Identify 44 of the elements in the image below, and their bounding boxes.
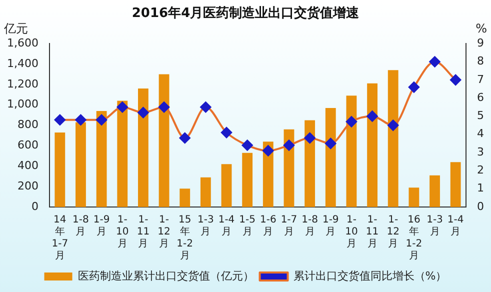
y2-tick-label: 0: [477, 200, 484, 213]
y-tick-label: 1,600: [6, 36, 38, 50]
x-tick-label: 1-5月: [239, 214, 256, 238]
x-tick-label: 16年1-2月: [406, 214, 422, 262]
y2-tick-label: 9: [477, 36, 484, 50]
x-tick-label: 1-4月: [218, 214, 235, 238]
y2-tick-label: 8: [477, 54, 484, 68]
x-tick-label: 1-8月: [72, 214, 89, 238]
y2-tick-label: 1: [477, 182, 484, 195]
y2-tick-label: 2: [477, 164, 484, 177]
legend-label: 医药制造业累计出口交货值（亿元）: [78, 269, 254, 282]
y-axis-title: 亿元: [3, 22, 28, 36]
legend-label: 累计出口交货值同比增长（%）: [293, 269, 447, 282]
y2-tick-label: 3: [477, 145, 484, 158]
x-tick-label: 1-8月: [302, 214, 318, 238]
y-tick-label: 1,200: [6, 77, 38, 90]
x-tick-label: 1-9月: [322, 214, 339, 238]
x-tick-label: 1-3月: [198, 214, 214, 238]
y-tick-label: 1,000: [6, 98, 38, 111]
y2-tick-label: 7: [477, 72, 484, 86]
chart-title: 2016年4月医药制造业出口交货值增速: [132, 5, 360, 22]
y2-tick-label: 5: [477, 109, 484, 122]
x-tick-label: 14年1-7月: [52, 214, 68, 262]
y-tick-label: 200: [17, 179, 38, 192]
x-tick-label: 1-12月: [158, 214, 170, 250]
x-tick-label: 1-9月: [93, 214, 110, 238]
x-tick-label: 1-3月: [426, 214, 443, 238]
x-tick-label: 1-6月: [260, 214, 276, 238]
y-tick-label: 0: [31, 200, 38, 213]
x-tick-label: 1-12月: [386, 214, 400, 250]
y2-axis-title: %: [476, 22, 487, 36]
y-tick-label: 600: [17, 138, 38, 152]
x-tick-label: 1-7月: [280, 214, 298, 238]
y-tick-label: 1,400: [6, 56, 38, 70]
y-tick-label: 400: [17, 159, 38, 172]
x-tick-label: 15年1-2月: [176, 214, 194, 262]
x-tick-label: 1-4月: [447, 214, 464, 238]
y2-tick-label: 6: [477, 90, 484, 104]
x-tick-label: 1-11月: [366, 214, 379, 250]
x-tick-label: 1-11月: [136, 214, 150, 250]
y-tick-label: 800: [17, 118, 38, 132]
x-tick-label: 1-10月: [345, 214, 358, 250]
y2-tick-label: 4: [477, 127, 484, 140]
x-tick-label: 1-10月: [116, 214, 129, 250]
